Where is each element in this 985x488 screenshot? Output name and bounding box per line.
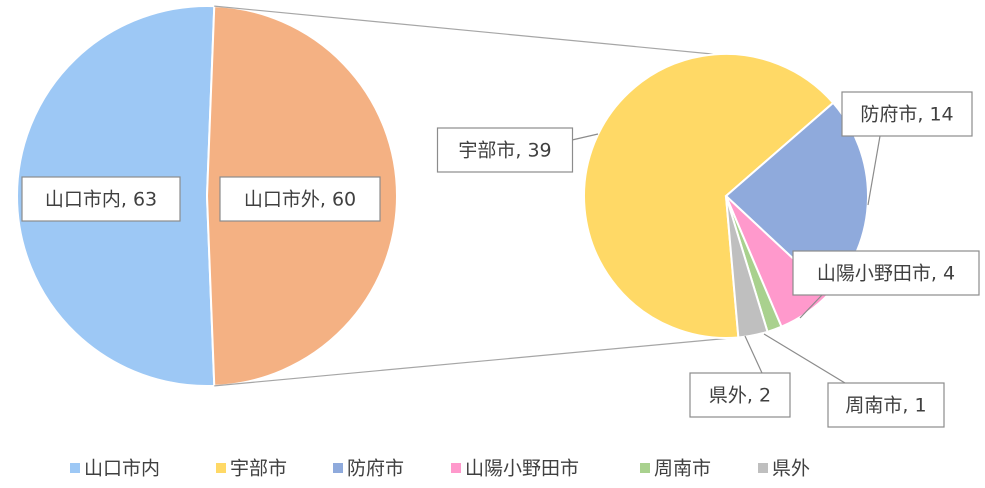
legend-entry: 防府市 [347, 458, 404, 480]
data-label: 山口市外, 60 [244, 189, 356, 211]
legend-entry: 山陽小野田市 [465, 458, 579, 480]
data-label: 防府市, 14 [860, 104, 953, 126]
connector-line [214, 336, 746, 387]
data-label-box [436, 127, 574, 173]
leader-line [799, 294, 823, 319]
legend-marker [451, 463, 461, 473]
leader-line [571, 133, 599, 141]
data-label: 山陽小野田市, 4 [817, 263, 955, 285]
legend-marker [216, 463, 226, 473]
data-label-box [689, 372, 791, 418]
data-label-box [827, 382, 945, 428]
data-label-box [219, 176, 381, 222]
data-label: 宇部市, 39 [458, 140, 551, 162]
data-label-box [841, 91, 973, 137]
legend-entry: 周南市 [654, 458, 711, 480]
pie-slice [725, 195, 769, 339]
legend-entry: 山口市内 [84, 458, 160, 480]
leader-line [744, 335, 763, 374]
data-label: 山口市内, 63 [45, 189, 157, 211]
leader-line [867, 135, 881, 206]
leader-line [763, 333, 846, 384]
data-label: 県外, 2 [709, 385, 771, 407]
legend-entry: 県外 [772, 458, 810, 480]
connector-line [214, 5, 717, 55]
legend-marker [758, 463, 768, 473]
legend-marker [640, 463, 650, 473]
data-label: 周南市, 1 [845, 395, 926, 417]
data-label-box [21, 176, 181, 222]
legend-marker [333, 463, 343, 473]
data-label-box [792, 250, 980, 296]
legend-marker [70, 463, 80, 473]
legend-entry: 宇部市 [230, 458, 287, 480]
pie-slice [583, 53, 835, 339]
